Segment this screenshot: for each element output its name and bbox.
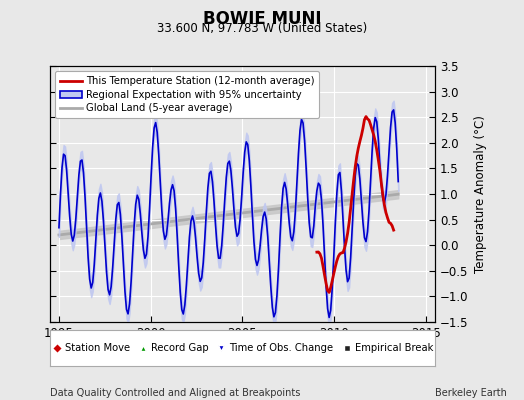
Text: Berkeley Earth: Berkeley Earth	[435, 388, 507, 398]
Text: BOWIE MUNI: BOWIE MUNI	[203, 10, 321, 28]
Legend: Station Move, Record Gap, Time of Obs. Change, Empirical Break: Station Move, Record Gap, Time of Obs. C…	[49, 340, 436, 356]
Y-axis label: Temperature Anomaly (°C): Temperature Anomaly (°C)	[474, 115, 487, 273]
Text: Data Quality Controlled and Aligned at Breakpoints: Data Quality Controlled and Aligned at B…	[50, 388, 300, 398]
Legend: This Temperature Station (12-month average), Regional Expectation with 95% uncer: This Temperature Station (12-month avera…	[55, 71, 319, 118]
Text: 33.600 N, 97.783 W (United States): 33.600 N, 97.783 W (United States)	[157, 22, 367, 35]
